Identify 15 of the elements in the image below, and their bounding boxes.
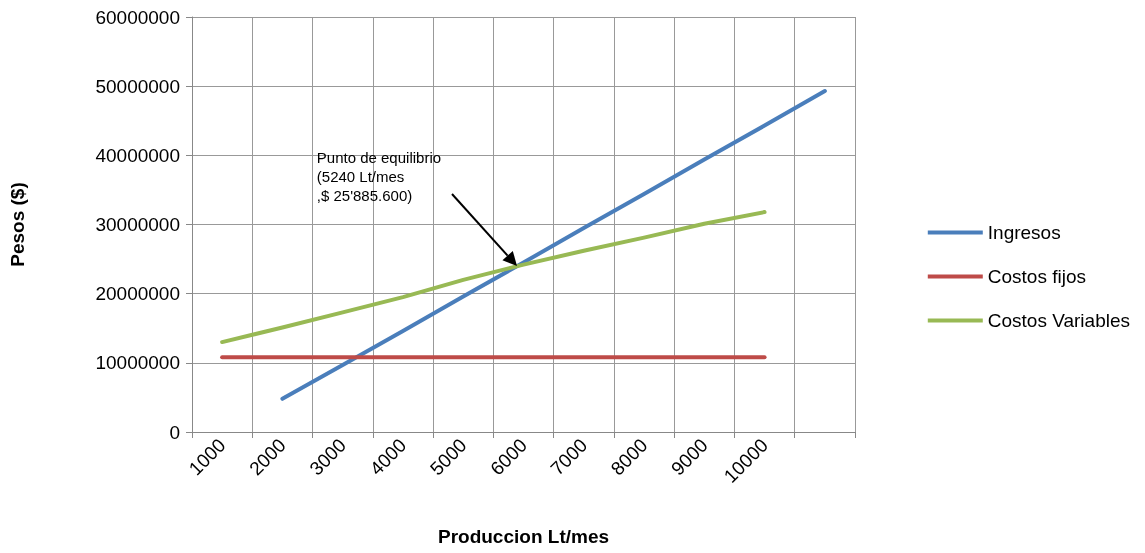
legend-label: Costos Variables <box>987 310 1131 331</box>
y-tick-label: 30000000 <box>95 214 180 235</box>
y-tick-label: 10000000 <box>95 352 180 374</box>
legend-label: Costos fijos <box>987 266 1086 287</box>
legend-label: Ingresos <box>987 222 1061 243</box>
y-tick-label: 20000000 <box>95 283 180 305</box>
y-tick-label: 60000000 <box>95 6 180 28</box>
annotation: Punto de equilibrio (5240 Lt/mes ,$ 25'885.600) <box>316 149 442 205</box>
y-axis-title: Pesos ($) <box>7 182 28 267</box>
y-tick-label: 0 <box>169 421 180 443</box>
line-series <box>280 89 827 401</box>
y-tick-label: 50000000 <box>95 75 180 97</box>
x-axis-title: Produccion Lt/mes <box>437 526 610 547</box>
line-series <box>220 210 767 345</box>
y-tick-label: 40000000 <box>95 144 180 166</box>
